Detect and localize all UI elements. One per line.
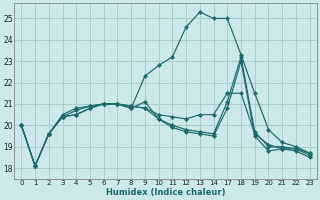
X-axis label: Humidex (Indice chaleur): Humidex (Indice chaleur) [106,188,225,197]
